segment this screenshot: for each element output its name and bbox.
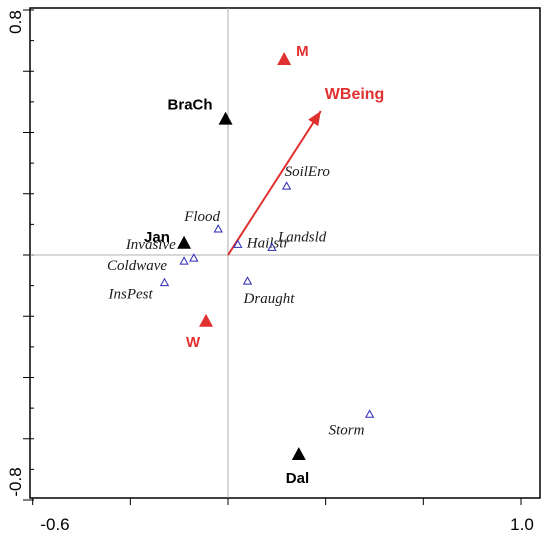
site-marker-dal xyxy=(291,447,306,461)
site-label-w: W xyxy=(186,334,201,351)
plot-frame xyxy=(29,7,541,499)
species-marker-inspest xyxy=(159,277,170,287)
species-marker-coldwave xyxy=(179,256,189,265)
y-tick-label-min: -0.8 xyxy=(6,467,25,496)
y-tick-label-max: 0.8 xyxy=(6,10,25,34)
env-vector-group: WBeing xyxy=(227,86,385,256)
species-group: Flood Invasive Coldwave InsPest HailstrLands… xyxy=(107,164,375,438)
axis-ticks xyxy=(23,9,522,505)
species-label-landsld: Landsld xyxy=(277,229,327,245)
species-marker-storm xyxy=(364,409,375,418)
site-marker-w xyxy=(199,313,214,327)
site-marker-jan xyxy=(177,235,192,249)
species-label-soilero: SoilEro xyxy=(285,164,331,180)
env-vector-arrow xyxy=(227,110,322,256)
species-marker-hailstr xyxy=(233,239,243,248)
axis-tick-labels: -0.6 1.0 0.8 -0.8 xyxy=(6,10,534,534)
x-tick-label-max: 1.0 xyxy=(510,515,534,534)
species-marker-invasive xyxy=(189,253,199,262)
reference-lines xyxy=(30,8,540,498)
env-vector-arrowhead xyxy=(308,111,321,127)
sites-group: BraCh Jan Dal M W xyxy=(144,43,309,487)
site-label-brach: BraCh xyxy=(168,97,213,114)
species-label-hailstr: Hailstr xyxy=(246,235,290,251)
species-marker-draught xyxy=(242,276,253,285)
site-label-m: M xyxy=(296,43,309,60)
species-label-coldwave: Coldwave xyxy=(107,258,167,274)
species-label-inspest: InsPest xyxy=(108,287,154,303)
species-marker-landsld xyxy=(267,242,277,251)
x-tick-label-min: -0.6 xyxy=(40,515,69,534)
species-label-storm: Storm xyxy=(329,422,365,438)
site-marker-m xyxy=(277,52,292,65)
site-label-jan: Jan xyxy=(144,229,170,246)
species-label-invasive: Invasive xyxy=(125,237,176,253)
species-marker-flood xyxy=(213,224,223,233)
species-label-draught: Draught xyxy=(243,291,296,307)
species-label-flood: Flood xyxy=(183,209,220,225)
env-vector-label: WBeing xyxy=(325,86,385,103)
site-marker-brach xyxy=(218,111,233,125)
species-marker-soilero xyxy=(281,181,292,190)
site-label-dal: Dal xyxy=(286,470,309,487)
